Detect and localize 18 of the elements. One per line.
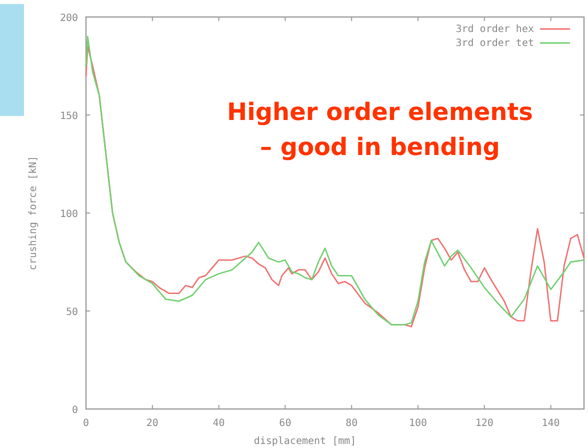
y-tick-label: 150 bbox=[60, 111, 78, 122]
x-tick-label: 40 bbox=[212, 418, 225, 429]
y-tick-label: 100 bbox=[60, 209, 78, 220]
x-tick-label: 60 bbox=[279, 418, 292, 429]
legend-label: 3rd order tet bbox=[456, 38, 534, 49]
x-tick-label: 120 bbox=[475, 418, 494, 429]
x-tick-label: 140 bbox=[542, 418, 560, 429]
text: Higher order elements – good in bending bbox=[227, 98, 533, 161]
x-axis-title: displacement [mm] bbox=[254, 436, 356, 447]
y-tick-label: 200 bbox=[60, 13, 78, 24]
y-axis-title: crushing force [kN] bbox=[28, 156, 39, 270]
y-tick-label: 50 bbox=[66, 307, 78, 318]
y-tick-label: 0 bbox=[72, 405, 78, 416]
legend-label: 3rd order hex bbox=[456, 24, 534, 35]
x-tick-label: 100 bbox=[408, 418, 428, 429]
x-tick-label: 0 bbox=[82, 418, 90, 429]
x-tick-label: 20 bbox=[146, 418, 158, 429]
x-tick-label: 80 bbox=[346, 418, 358, 429]
